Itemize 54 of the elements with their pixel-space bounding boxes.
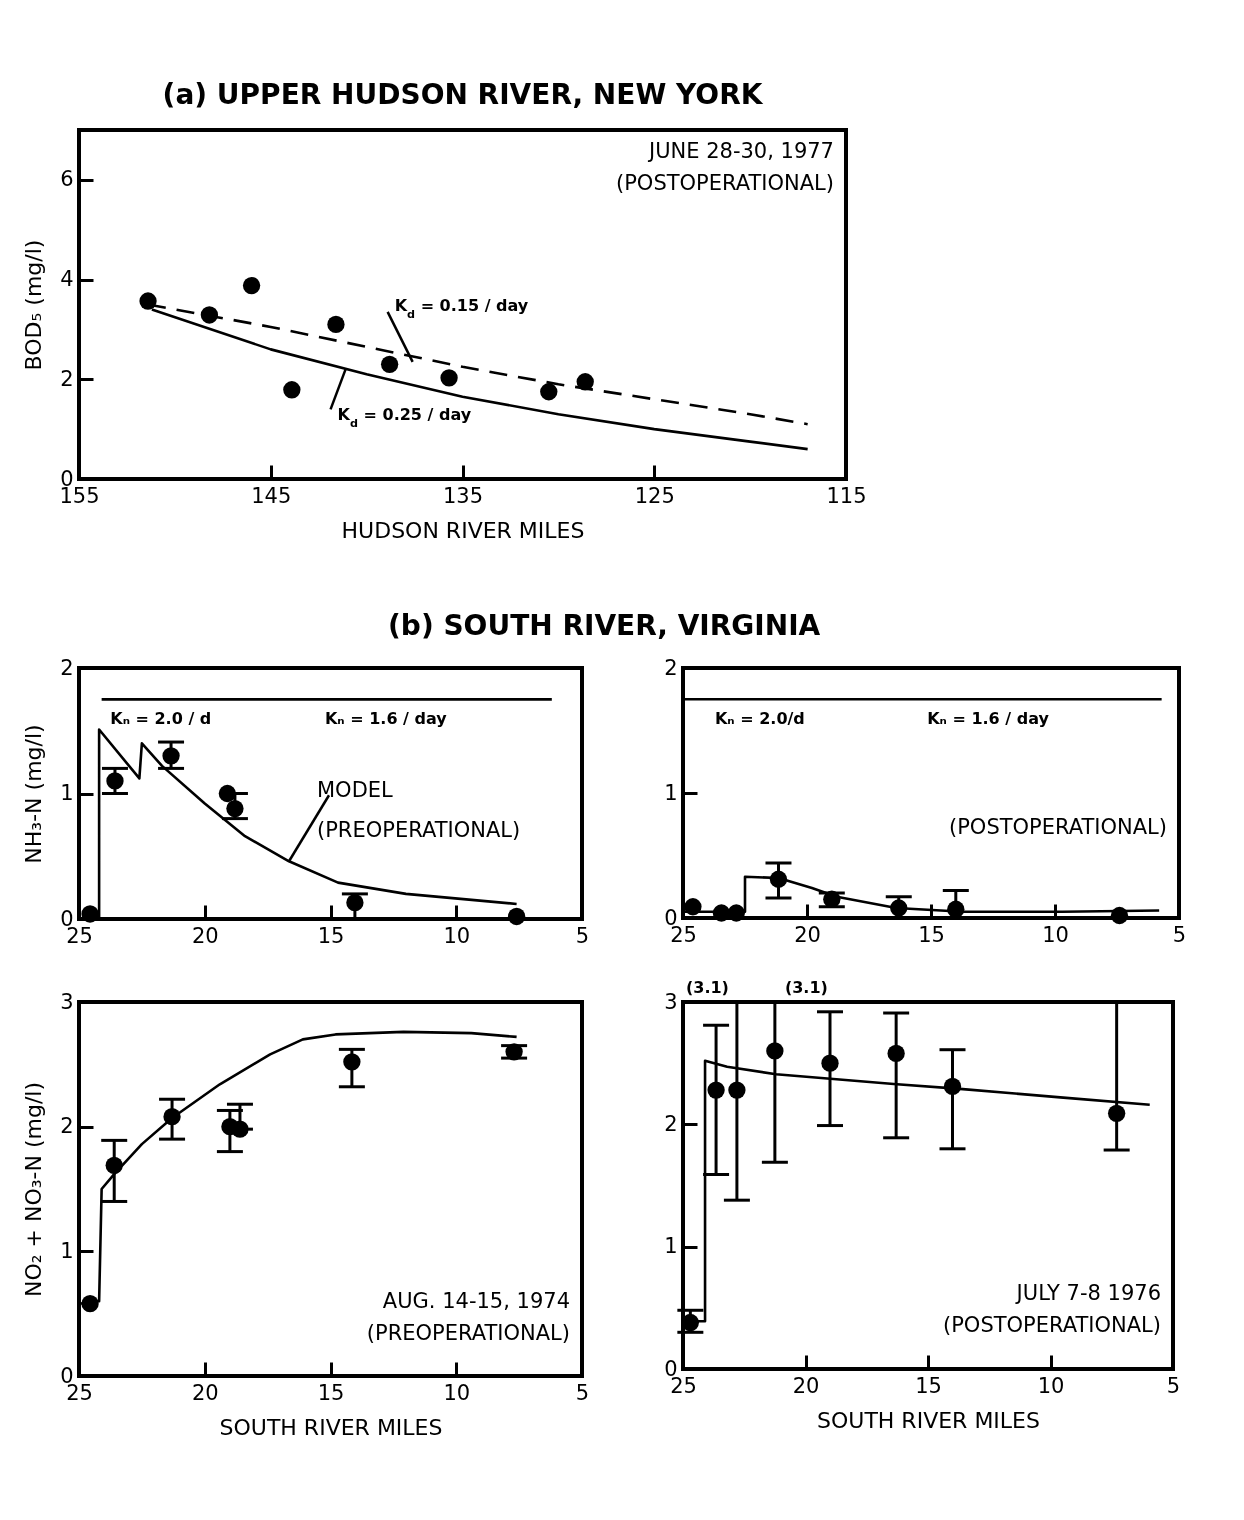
chart-title: (b) SOUTH RIVER, VIRGINIA xyxy=(388,609,821,642)
y-tick-label: 3 xyxy=(664,989,678,1014)
annotation: (3.1) xyxy=(685,978,729,997)
x-axis-title: SOUTH RIVER MILES xyxy=(219,1414,443,1440)
annotation: K$_{d}$ = 0.15 / day xyxy=(394,295,529,321)
x-tick-label: 20 xyxy=(792,1373,820,1398)
x-tick-label: 10 xyxy=(1042,922,1069,947)
annotation: JUNE 28-30, 1977 (POSTOPERATIONAL) xyxy=(616,139,834,195)
annotation: Kₙ = 2.0 / d xyxy=(110,709,212,729)
x-tick-label: 5 xyxy=(1166,1373,1181,1398)
x-tick-label: 10 xyxy=(443,923,471,948)
y-tick-label: 1 xyxy=(60,1238,74,1263)
annotation: K$_{d}$ = 0.25 / day xyxy=(337,405,472,430)
y-tick-label: 2 xyxy=(60,655,74,680)
chart-title: (a) UPPER HUDSON RIVER, NEW YORK xyxy=(162,78,764,111)
x-tick-label: 5 xyxy=(575,1380,590,1405)
x-tick-label: 5 xyxy=(575,923,590,948)
x-tick-label: 115 xyxy=(826,483,867,508)
x-tick-label: 15 xyxy=(317,923,345,948)
annotation: (3.1) xyxy=(784,978,828,997)
x-axis-title: SOUTH RIVER MILES xyxy=(817,1407,1040,1433)
x-tick-label: 20 xyxy=(191,1380,219,1405)
y-axis-title: BOD₅ (mg/l) xyxy=(21,239,47,371)
y-tick-label: 6 xyxy=(60,167,74,192)
x-tick-label: 15 xyxy=(317,1380,345,1405)
y-tick-label: 2 xyxy=(664,1111,678,1136)
annotation: MODEL (PREOPERATIONAL) xyxy=(317,778,521,843)
x-tick-label: 125 xyxy=(634,483,675,508)
y-tick-label: 4 xyxy=(60,267,74,292)
x-tick-label: 145 xyxy=(251,483,292,508)
y-tick-label: 3 xyxy=(60,989,74,1014)
x-tick-label: 135 xyxy=(442,483,484,508)
y-tick-label: 2 xyxy=(60,1114,74,1139)
y-tick-label: 2 xyxy=(60,366,74,391)
x-tick-label: 10 xyxy=(1037,1373,1065,1398)
x-tick-label: 20 xyxy=(191,923,219,948)
y-axis-title: NO₂ + NO₃-N (mg/l) xyxy=(21,1081,47,1298)
y-tick-label: 1 xyxy=(664,1234,678,1259)
x-tick-label: 10 xyxy=(443,1380,471,1405)
y-tick-label: 2 xyxy=(664,655,678,680)
x-tick-label: 20 xyxy=(794,922,821,947)
y-axis-title: NH₃-N (mg/l) xyxy=(21,724,47,864)
x-tick-label: 15 xyxy=(918,922,945,947)
annotation: Kₙ = 1.6 / day xyxy=(927,709,1050,729)
x-tick-label: 15 xyxy=(915,1373,942,1398)
y-tick-label: 1 xyxy=(60,781,74,805)
annotation: JULY 7-8 1976 (POSTOPERATIONAL) xyxy=(943,1281,1161,1337)
annotation: Kₙ = 2.0/d xyxy=(714,709,805,729)
y-tick-label: 1 xyxy=(664,780,678,805)
x-axis-title: HUDSON RIVER MILES xyxy=(341,517,585,543)
annotation: Kₙ = 1.6 / day xyxy=(324,709,448,729)
annotation: (POSTOPERATIONAL) xyxy=(949,815,1167,839)
annotation: AUG. 14-15, 1974 (PREOPERATIONAL) xyxy=(366,1289,570,1345)
x-tick-label: 5 xyxy=(1172,922,1187,947)
